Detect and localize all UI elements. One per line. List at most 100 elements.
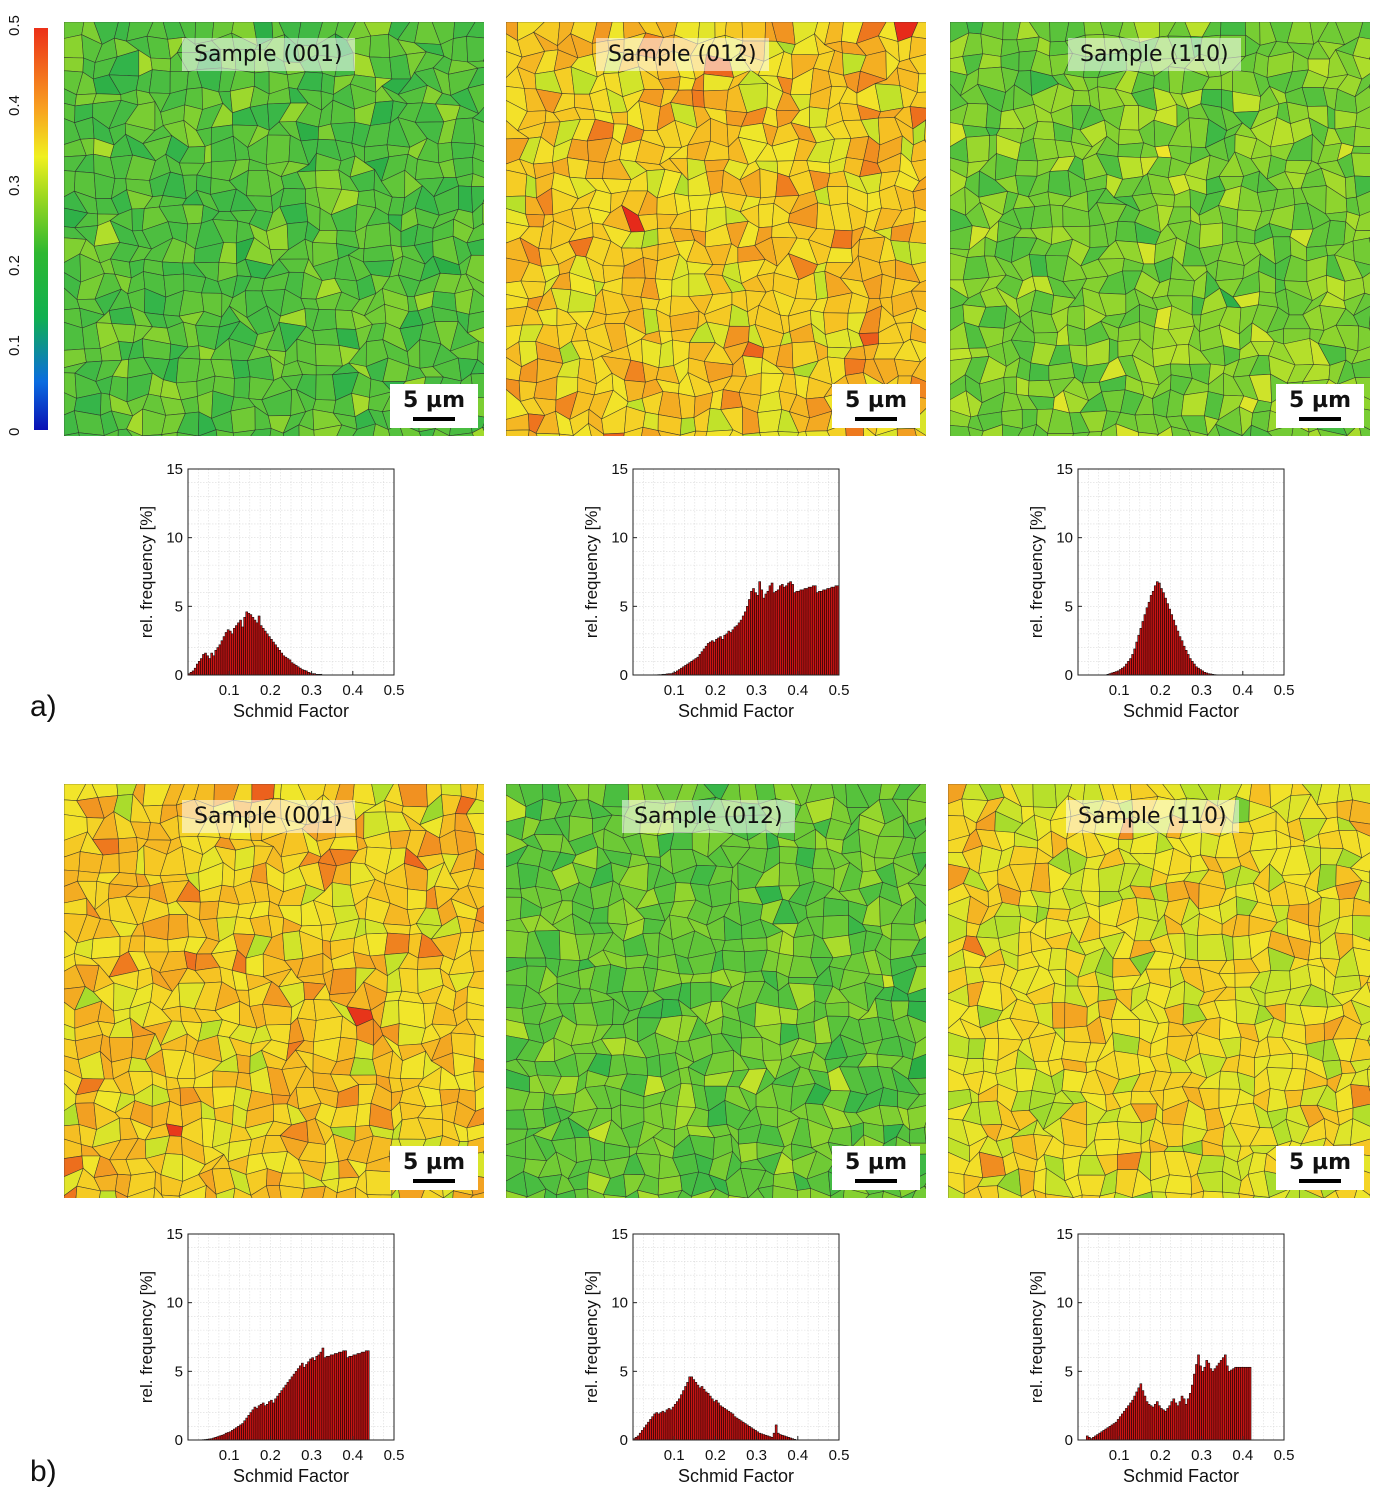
- histogram-bar: [680, 1394, 683, 1441]
- grain: [1222, 222, 1238, 245]
- grain: [910, 159, 926, 182]
- grain: [78, 851, 104, 874]
- x-tick-label: 0.3: [746, 682, 767, 699]
- grain: [1115, 423, 1139, 436]
- histogram-bar: [266, 633, 269, 676]
- grain: [1352, 934, 1370, 952]
- grain: [1356, 191, 1370, 217]
- grain: [1198, 222, 1224, 249]
- x-axis-label: Schmid Factor: [1123, 1466, 1239, 1486]
- grain: [1045, 1193, 1074, 1198]
- histogram-bar: [243, 617, 246, 676]
- histogram-bar: [1147, 601, 1151, 676]
- x-axis-label: Schmid Factor: [678, 1466, 794, 1486]
- histogram-b-110: 0.1 0.2 0.3 0.4 0.5 0 5 10 15 Schmid Factor rel. f…: [1020, 1220, 1310, 1490]
- grain: [677, 1189, 692, 1198]
- histogram-bar: [282, 1387, 286, 1441]
- histogram-bar: [748, 1426, 751, 1441]
- histogram-bar: [739, 619, 743, 676]
- grain: [78, 432, 105, 436]
- histogram-bar: [719, 1405, 722, 1441]
- y-tick-label: 15: [611, 1226, 628, 1243]
- grain: [482, 1123, 484, 1126]
- histogram-bar: [241, 1423, 244, 1441]
- grain: [1020, 1189, 1036, 1198]
- grain: [708, 880, 732, 908]
- histogram-bar: [1121, 667, 1124, 676]
- histogram-bar: [319, 1351, 323, 1441]
- histogram-bar: [814, 585, 817, 676]
- x-tick-label: 0.5: [1274, 682, 1295, 699]
- histogram-bar: [692, 1379, 696, 1441]
- grain: [913, 920, 926, 941]
- histogram-bar: [1191, 1384, 1194, 1441]
- grain: [1048, 947, 1068, 971]
- grain: [778, 1006, 799, 1026]
- grain: [909, 322, 926, 344]
- grain: [900, 1190, 917, 1198]
- histogram-bar: [684, 1386, 687, 1441]
- histogram-bar: [653, 1413, 656, 1441]
- grain: [320, 72, 336, 95]
- grain: [250, 428, 272, 436]
- grain: [907, 864, 926, 886]
- histogram-bar: [834, 585, 838, 676]
- grain: [830, 1187, 845, 1198]
- grain: [805, 430, 830, 436]
- histogram-bar: [702, 1388, 706, 1441]
- histogram-bar: [1098, 1432, 1101, 1441]
- y-axis-label: rel. frequency [%]: [137, 506, 156, 638]
- grain: [981, 424, 1004, 436]
- grain: [913, 206, 926, 224]
- grain: [315, 169, 343, 190]
- histogram-bar: [224, 1432, 228, 1441]
- histogram-bar: [700, 651, 704, 676]
- grain: [117, 428, 133, 436]
- grain-map-svg: [948, 784, 1370, 1198]
- grain: [909, 338, 926, 363]
- grain: [506, 929, 529, 959]
- histogram-bar: [323, 1357, 327, 1441]
- grain: [506, 1190, 529, 1198]
- grain: [470, 1192, 484, 1198]
- histogram-bar: [329, 1354, 333, 1441]
- histogram-bar: [721, 639, 724, 676]
- scale-bar-text: 5 µm: [844, 388, 908, 413]
- grain: [355, 1186, 369, 1198]
- grain: [911, 22, 926, 39]
- grain: [1362, 272, 1370, 296]
- grain: [472, 117, 484, 147]
- histogram-bar: [698, 654, 702, 676]
- histogram-bar: [284, 656, 288, 676]
- histogram-svg: 0.1 0.2 0.3 0.4 0.5 0 5 10 15 Schmid Factor rel. f…: [1027, 1226, 1294, 1486]
- grain: [245, 953, 264, 978]
- grain: [1241, 424, 1252, 436]
- y-tick-label: 15: [166, 1226, 183, 1243]
- grain: [574, 1136, 592, 1163]
- grain: [369, 33, 391, 58]
- histogram-bar: [290, 1376, 294, 1441]
- grain: [914, 427, 926, 436]
- y-axis-label: rel. frequency [%]: [582, 506, 601, 638]
- grain: [1368, 315, 1370, 329]
- scale-bar-line: [413, 1179, 455, 1183]
- grain: [250, 1185, 270, 1198]
- grain: [126, 428, 143, 436]
- y-tick-label: 5: [1065, 1363, 1073, 1380]
- grain: [1033, 1189, 1047, 1198]
- grain: [1368, 901, 1370, 905]
- grain: [896, 428, 917, 436]
- grain: [215, 429, 234, 436]
- histogram-bar: [721, 1406, 724, 1441]
- grain: [1156, 426, 1173, 436]
- grain: [472, 919, 484, 933]
- grain: [1197, 933, 1228, 962]
- histogram-bar: [231, 633, 234, 676]
- grain: [266, 1184, 282, 1198]
- grain: [176, 432, 199, 436]
- grain: [469, 930, 484, 952]
- grain: [1188, 430, 1209, 436]
- grain: [1327, 105, 1336, 130]
- histogram-bar: [717, 1402, 720, 1441]
- grain: [678, 393, 696, 419]
